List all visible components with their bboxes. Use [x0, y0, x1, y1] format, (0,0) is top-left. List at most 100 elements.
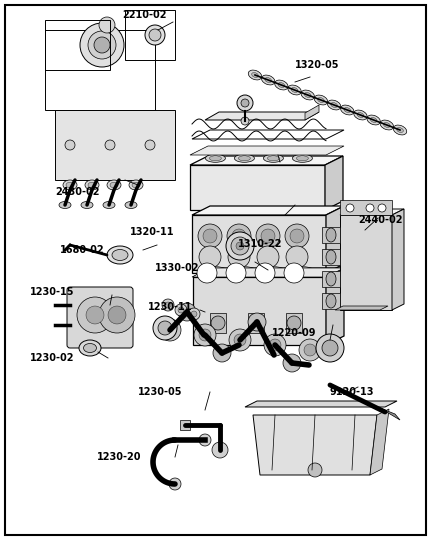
Ellipse shape [66, 183, 74, 188]
Ellipse shape [264, 78, 271, 83]
Ellipse shape [330, 103, 337, 107]
Ellipse shape [325, 228, 335, 242]
Polygon shape [190, 156, 342, 165]
Circle shape [240, 117, 249, 125]
Text: 1230-15: 1230-15 [30, 287, 74, 297]
Circle shape [268, 339, 280, 351]
Ellipse shape [356, 112, 363, 118]
Ellipse shape [79, 340, 101, 356]
Polygon shape [339, 209, 403, 215]
Circle shape [283, 354, 300, 372]
Text: 1230-11: 1230-11 [147, 302, 192, 312]
Ellipse shape [396, 127, 402, 132]
Text: 1330-02: 1330-02 [155, 263, 199, 273]
Polygon shape [209, 313, 225, 333]
Circle shape [286, 316, 300, 330]
Ellipse shape [238, 268, 252, 274]
Circle shape [194, 324, 215, 346]
Polygon shape [325, 268, 343, 345]
Text: 1220-09: 1220-09 [271, 328, 316, 338]
Ellipse shape [238, 156, 250, 161]
Ellipse shape [287, 85, 301, 95]
Polygon shape [321, 271, 339, 287]
Circle shape [99, 297, 135, 333]
Circle shape [94, 37, 110, 53]
Ellipse shape [296, 268, 310, 274]
Polygon shape [304, 105, 318, 120]
Polygon shape [191, 268, 343, 277]
Circle shape [286, 246, 307, 268]
Circle shape [321, 340, 337, 356]
Circle shape [88, 31, 116, 59]
Ellipse shape [267, 156, 279, 161]
Circle shape [162, 299, 174, 311]
Circle shape [233, 334, 246, 346]
Ellipse shape [325, 272, 335, 286]
Circle shape [225, 232, 253, 260]
Ellipse shape [107, 180, 121, 190]
Ellipse shape [325, 294, 335, 308]
Circle shape [264, 334, 286, 356]
Polygon shape [339, 200, 391, 215]
Circle shape [236, 242, 243, 250]
Text: 1320-05: 1320-05 [294, 60, 339, 70]
Polygon shape [391, 209, 403, 310]
Ellipse shape [85, 180, 99, 190]
Polygon shape [191, 206, 343, 215]
Circle shape [255, 263, 274, 283]
Circle shape [197, 263, 216, 283]
Ellipse shape [132, 183, 140, 188]
Circle shape [178, 303, 196, 321]
Circle shape [197, 224, 221, 248]
Polygon shape [321, 249, 339, 265]
Ellipse shape [296, 156, 308, 161]
Ellipse shape [129, 180, 143, 190]
Ellipse shape [313, 95, 327, 105]
Circle shape [237, 95, 252, 111]
Circle shape [247, 313, 265, 331]
Text: 1310-22: 1310-22 [237, 239, 282, 249]
Circle shape [199, 246, 221, 268]
Ellipse shape [366, 115, 379, 125]
Text: 9120-13: 9120-13 [329, 387, 374, 397]
Circle shape [283, 263, 303, 283]
FancyBboxPatch shape [67, 287, 133, 348]
Ellipse shape [353, 110, 366, 120]
Text: 2440-02: 2440-02 [357, 215, 402, 225]
Ellipse shape [125, 201, 137, 208]
Polygon shape [205, 112, 318, 120]
Polygon shape [324, 156, 342, 210]
Circle shape [365, 204, 373, 212]
Ellipse shape [81, 201, 93, 208]
Polygon shape [339, 215, 391, 310]
Circle shape [227, 224, 250, 248]
Ellipse shape [248, 70, 261, 80]
Circle shape [203, 229, 216, 243]
Circle shape [169, 478, 181, 490]
Ellipse shape [110, 183, 118, 188]
Circle shape [315, 334, 343, 362]
Circle shape [307, 463, 321, 477]
Polygon shape [193, 277, 325, 345]
Circle shape [178, 307, 184, 313]
Ellipse shape [304, 92, 310, 97]
Circle shape [199, 329, 211, 341]
Ellipse shape [209, 268, 223, 274]
Polygon shape [193, 268, 343, 277]
Ellipse shape [291, 87, 297, 92]
Circle shape [190, 311, 197, 317]
Ellipse shape [103, 201, 115, 208]
Circle shape [256, 246, 278, 268]
Circle shape [105, 140, 115, 150]
Ellipse shape [343, 107, 350, 112]
Polygon shape [369, 409, 388, 475]
Circle shape [289, 229, 303, 243]
Text: 1230-20: 1230-20 [97, 452, 141, 462]
Circle shape [345, 204, 353, 212]
Polygon shape [321, 227, 339, 243]
Ellipse shape [234, 267, 256, 276]
Text: 1680-02: 1680-02 [60, 245, 104, 255]
Circle shape [298, 339, 320, 361]
Ellipse shape [263, 267, 285, 276]
Polygon shape [379, 408, 399, 420]
